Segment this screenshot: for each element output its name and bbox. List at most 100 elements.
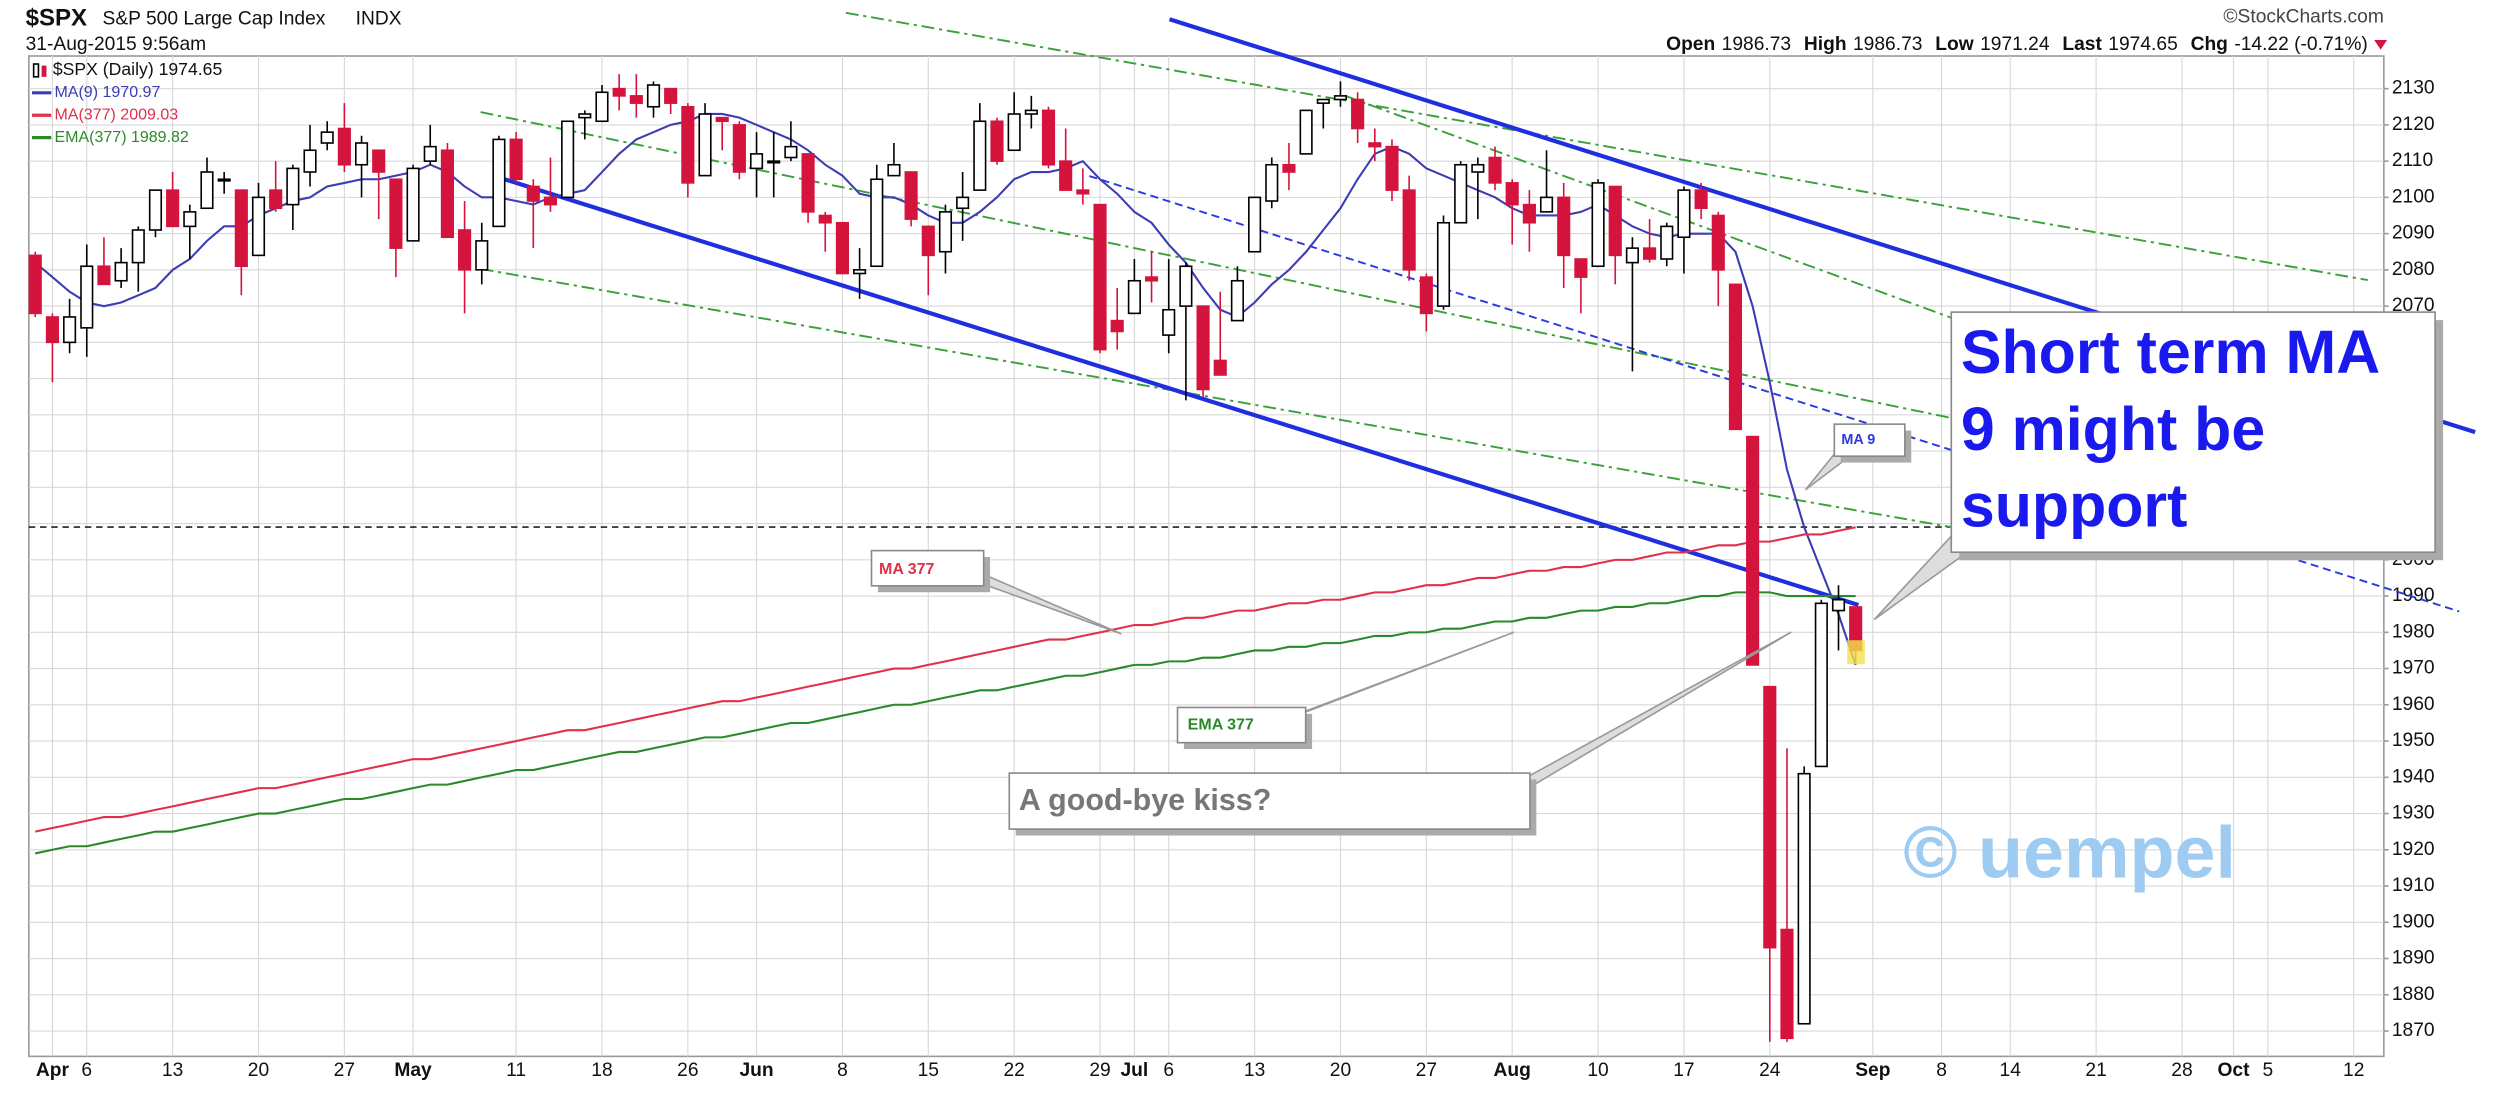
x-tick-label: Oct [2217, 1060, 2250, 1081]
candle-body [1557, 196, 1571, 257]
candle-body [612, 87, 626, 97]
candle-body [1402, 189, 1416, 271]
quote-value: -14.22 (-0.71%) [2234, 34, 2367, 55]
candle-body [354, 142, 369, 166]
y-tick-label: 2110 [2392, 150, 2433, 171]
callout-text: support [1961, 472, 2187, 540]
candle-body [973, 120, 987, 191]
candle-body [1591, 182, 1605, 268]
annotation: EMA 377 [1188, 716, 1254, 733]
candle-body [1746, 435, 1760, 666]
x-tick-label: 28 [2171, 1060, 2192, 1081]
candles [28, 74, 1863, 1042]
x-tick-label: 17 [1673, 1060, 1694, 1081]
candle-body [1316, 98, 1330, 104]
annotation: A good-bye kiss? [1019, 783, 1271, 817]
callout-box [1008, 772, 1531, 830]
watermark: © uempel [1903, 810, 2236, 893]
candle-body [1385, 145, 1399, 191]
candle-body [1694, 189, 1708, 210]
y-tick-label: 1930 [2392, 803, 2435, 824]
candle-body [801, 153, 815, 213]
candle-body [166, 189, 180, 228]
candle-body [28, 254, 42, 315]
subtitle: S&P 500 Large Cap Index [103, 8, 326, 29]
x-tick-label: 12 [2343, 1060, 2364, 1081]
candle-body [183, 211, 197, 228]
x-tick-label: 15 [918, 1060, 939, 1081]
candle-body [303, 149, 317, 173]
candle-body [990, 120, 1004, 162]
candle-body [114, 261, 128, 282]
y-tick-label: 2070 [2392, 295, 2435, 316]
candle-body [440, 149, 454, 239]
candle-body [1763, 685, 1777, 949]
x-tick-label: 6 [81, 1060, 92, 1081]
candle-body [1351, 98, 1365, 130]
x-tick-label: 8 [1936, 1060, 1947, 1081]
legend-label: EMA(377) 1989.82 [54, 129, 188, 146]
candle-body [1454, 163, 1468, 224]
quote-value: 1974.65 [2108, 34, 2177, 55]
candle-body [1041, 109, 1056, 166]
candle-body [1471, 163, 1485, 173]
candle-body [1677, 189, 1691, 239]
x-tick-label: 10 [1587, 1060, 1608, 1081]
candle-body [97, 265, 111, 286]
candle-body [1625, 247, 1639, 264]
y-tick-label: 1910 [2392, 875, 2435, 896]
candle-body [389, 178, 403, 249]
x-tick-label: 20 [1330, 1060, 1351, 1081]
legend-label: $SPX (Daily) 1974.65 [53, 59, 223, 79]
quote-value: 1971.24 [1980, 34, 2050, 55]
symbol: $SPX [26, 5, 87, 32]
x-tick-label: 6 [1163, 1060, 1174, 1081]
candle-body [1643, 247, 1657, 260]
x-tick-label: 20 [248, 1060, 269, 1081]
candle-body [269, 189, 283, 210]
x-tick-label: Apr [36, 1060, 70, 1081]
candle-body [681, 105, 695, 184]
annotation: MA 377 [879, 561, 935, 578]
legend-label: MA(377) 2009.03 [54, 106, 178, 123]
y-tick-label: 1940 [2392, 766, 2435, 787]
candle-body [698, 113, 712, 177]
candle-body [1093, 203, 1107, 351]
candle-body [629, 95, 643, 104]
legend-icon [32, 63, 40, 78]
candle-body [1522, 203, 1536, 224]
candle-body [1728, 283, 1743, 431]
candle-body [1265, 163, 1279, 202]
y-tick-label: 1920 [2392, 839, 2435, 860]
series-line [35, 591, 1856, 855]
x-tick-label: 21 [2085, 1060, 2106, 1081]
x-tick-label: 8 [837, 1060, 848, 1081]
candle-body [148, 189, 163, 231]
candle-body [1213, 359, 1227, 376]
candle-body [526, 185, 540, 202]
channel-line [480, 111, 1958, 421]
channel-line [845, 11, 2368, 282]
callout-box [1833, 423, 1906, 457]
candle-body [1162, 308, 1176, 336]
candle-body [1368, 142, 1382, 148]
callout-text: 9 might be [1961, 395, 2265, 463]
candle-body [80, 265, 94, 329]
candle-body [578, 113, 592, 119]
x-tick-label: 13 [1244, 1060, 1265, 1081]
candle-body [938, 211, 953, 253]
candle-body [63, 316, 77, 344]
candle-body [320, 131, 334, 144]
quote-label: Chg [2191, 34, 2228, 55]
legend: $SPX (Daily) 1974.65 MA(9) 1970.97 MA(377)… [32, 59, 222, 146]
candle-body [251, 196, 266, 257]
candle-body [646, 84, 661, 108]
candle-body [1608, 185, 1622, 257]
x-tick-label: 14 [2000, 1060, 2022, 1081]
candle-body [835, 221, 849, 275]
x-tick-label: Jun [739, 1060, 773, 1081]
candle-body [1299, 109, 1313, 155]
series-line [35, 526, 1856, 833]
candle-body [406, 167, 420, 242]
